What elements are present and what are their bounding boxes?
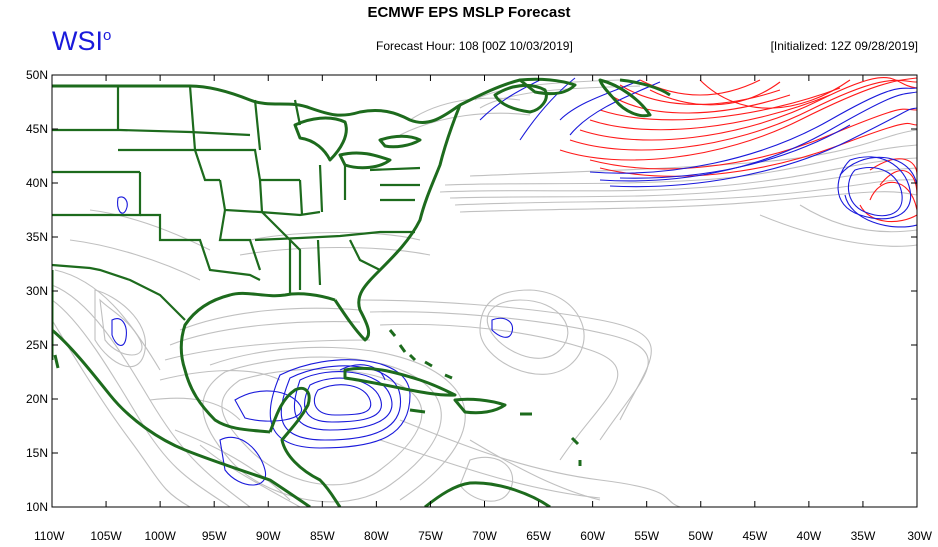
lon-tick-label: 30W: [907, 529, 932, 543]
coastlines-borders: [52, 77, 671, 507]
logo-mark: o: [103, 27, 112, 44]
wsi-logo: WSIo: [52, 26, 111, 57]
lon-tick-label: 60W: [580, 529, 605, 543]
initialized-label: [Initialized: 12Z 09/28/2019]: [770, 39, 918, 53]
lon-tick-label: 75W: [418, 529, 443, 543]
lat-tick-label: 25N: [26, 338, 48, 352]
lat-tick-label: 35N: [26, 230, 48, 244]
lon-tick-label: 95W: [202, 529, 227, 543]
state-borders: [52, 85, 421, 321]
lat-tick-label: 30N: [26, 284, 48, 298]
lon-tick-label: 100W: [144, 529, 176, 543]
lon-tick-label: 65W: [526, 529, 551, 543]
lon-tick-label: 80W: [364, 529, 389, 543]
lon-tick-label: 70W: [472, 529, 497, 543]
lat-tick-label: 20N: [26, 392, 48, 406]
forecast-hour-label: Forecast Hour: 108 [00Z 10/03/2019]: [376, 39, 573, 53]
longitude-axis: 110W 105W 100W 95W 90W 85W 80W 75W 70W 65W 60W 55W 5…: [34, 75, 933, 543]
logo-text: WSI: [52, 26, 103, 56]
lat-tick-label: 40N: [26, 176, 48, 190]
lon-tick-label: 90W: [256, 529, 281, 543]
lat-tick-label: 10N: [26, 500, 48, 514]
lon-tick-label: 55W: [634, 529, 659, 543]
lon-tick-label: 35W: [851, 529, 876, 543]
low-pressure-contours: [111, 77, 917, 486]
latitude-axis: 50N 45N 40N 35N 30N 25N 20N 15N 10N: [26, 68, 917, 514]
plot-frame: [51, 74, 918, 508]
ensemble-isobars: [52, 79, 917, 507]
chart-title: ECMWF EPS MSLP Forecast: [367, 4, 571, 21]
lon-tick-label: 110W: [34, 529, 65, 543]
lat-tick-label: 45N: [26, 122, 48, 136]
lon-tick-label: 105W: [90, 529, 122, 543]
lat-tick-label: 50N: [26, 68, 48, 82]
lat-tick-label: 15N: [26, 446, 48, 460]
lon-tick-label: 50W: [688, 529, 713, 543]
lon-tick-label: 45W: [742, 529, 767, 543]
lon-tick-label: 40W: [797, 529, 822, 543]
lon-tick-label: 85W: [310, 529, 335, 543]
